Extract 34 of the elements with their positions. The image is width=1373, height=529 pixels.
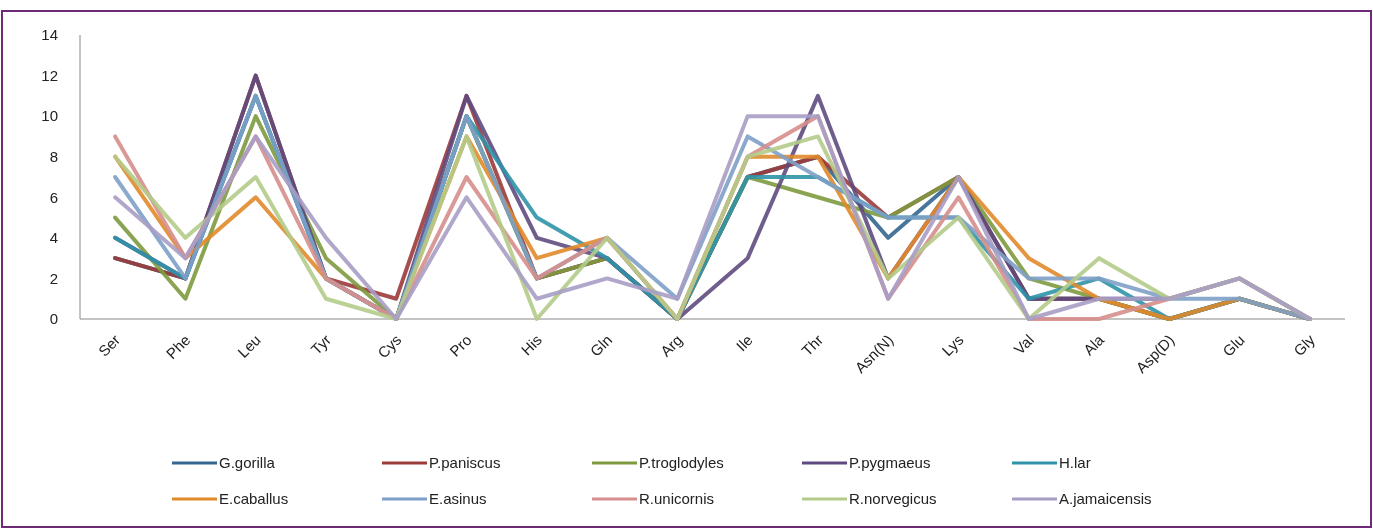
x-tick-label: Leu — [234, 331, 264, 361]
x-tick-label: Gly — [1290, 330, 1319, 360]
legend-label: P.troglodyles — [639, 454, 724, 472]
legend-label: H.lar — [1059, 454, 1091, 472]
legend-label: P.paniscus — [429, 454, 501, 472]
x-tick-label: His — [517, 331, 545, 359]
legend-label: G.gorilla — [219, 454, 276, 472]
y-tick-label: 8 — [49, 147, 58, 165]
legend-label: E.caballus — [219, 490, 289, 508]
x-tick-label: Thr — [798, 331, 827, 360]
x-tick-label: Val — [1010, 331, 1037, 358]
x-tick-label: Ala — [1079, 330, 1108, 359]
legend-label: A.jamaicensis — [1059, 490, 1152, 508]
legend-label: R.norvegicus — [849, 490, 937, 508]
legend-label: R.unicornis — [639, 490, 715, 508]
y-tick-label: 6 — [49, 188, 58, 206]
x-tick-label: Lys — [938, 331, 967, 360]
x-tick-label: Ser — [94, 331, 124, 360]
x-tick-label: Pro — [446, 331, 475, 360]
y-tick-label: 14 — [41, 26, 58, 44]
x-tick-label: Gln — [586, 331, 616, 360]
y-tick-label: 12 — [41, 66, 58, 84]
legend-label: P.pygmaeus — [849, 454, 931, 472]
y-tick-label: 10 — [41, 107, 58, 125]
x-tick-label: Phe — [162, 331, 194, 362]
legend-label: E.asinus — [429, 490, 487, 508]
y-tick-label: 2 — [49, 269, 58, 287]
x-tick-label: Cys — [374, 331, 405, 362]
x-tick-label: Ile — [732, 331, 756, 355]
x-tick-label: Tyr — [307, 331, 335, 358]
y-tick-label: 4 — [49, 229, 58, 247]
x-tick-label: Arg — [656, 331, 686, 360]
y-tick-label: 0 — [49, 310, 58, 328]
x-tick-label: Glu — [1219, 331, 1248, 360]
